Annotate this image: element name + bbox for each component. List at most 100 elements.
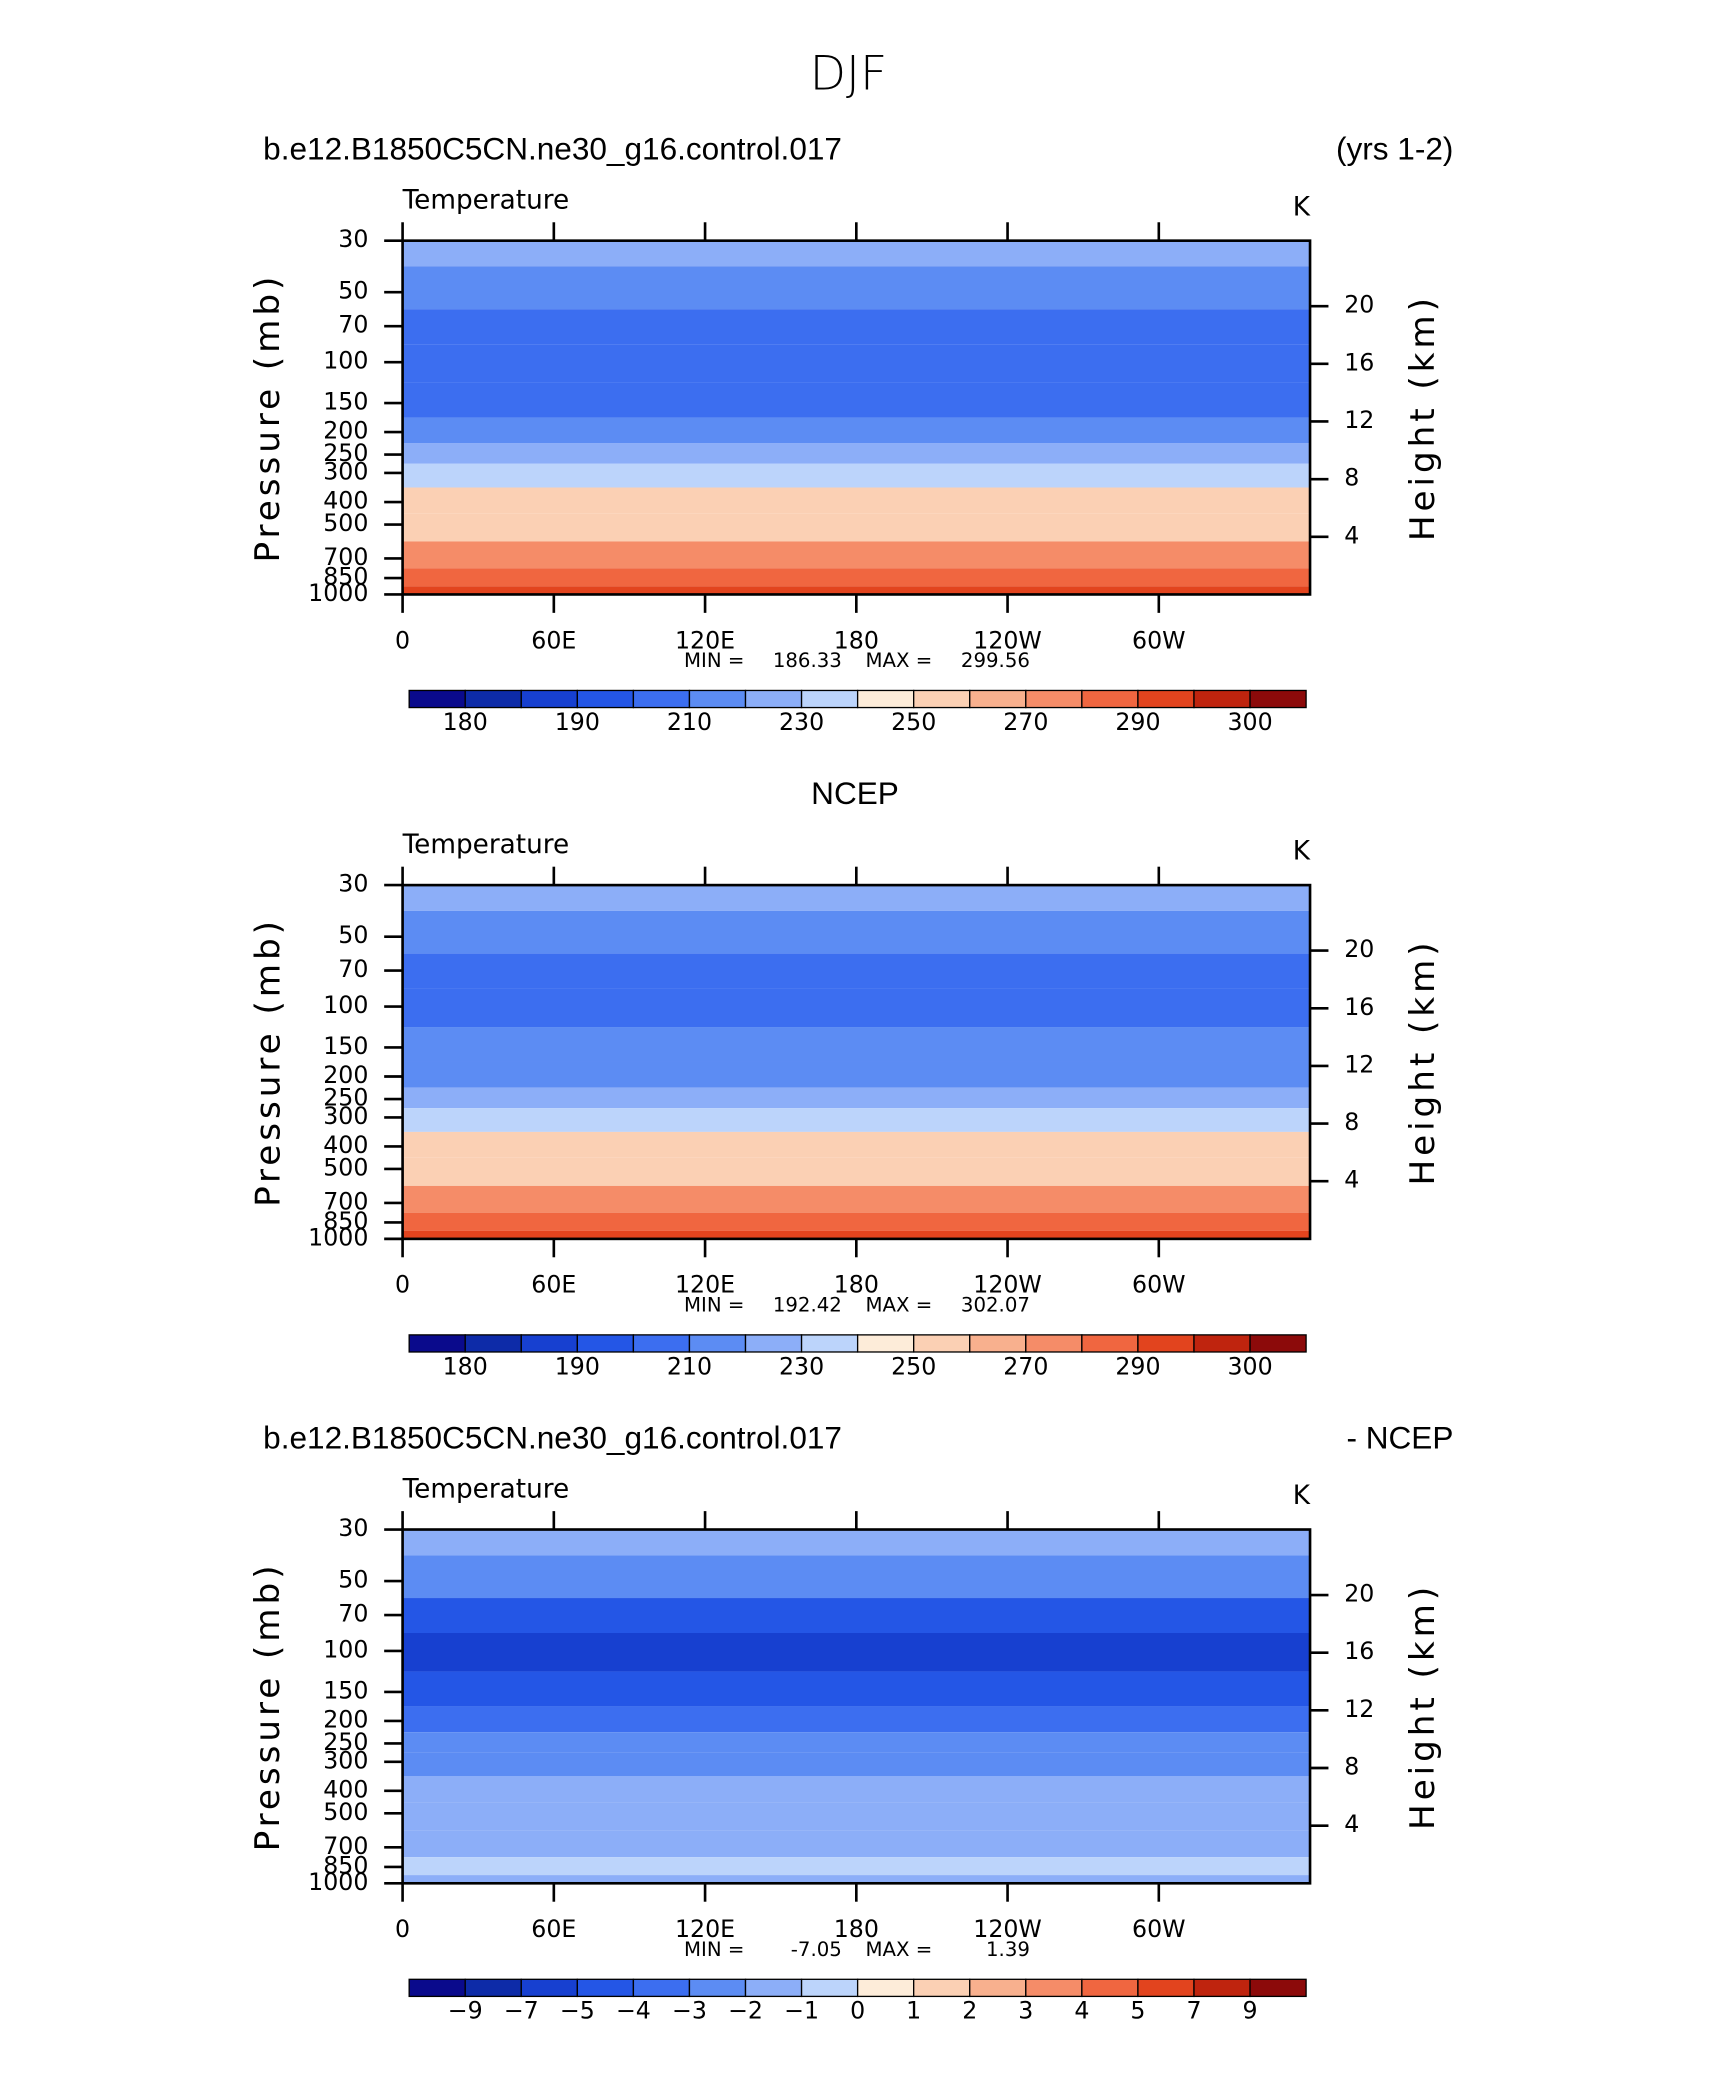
colorbar-box <box>1137 1978 1195 1998</box>
colorbar-tick-label: 1 <box>906 1997 921 2025</box>
contour-band <box>402 1087 1311 1109</box>
y-axis-label: Pressure (mb) <box>248 1562 288 1852</box>
colorbar-box <box>1249 1978 1307 1998</box>
colorbar-box <box>1193 689 1251 709</box>
y-tick-label: 250 <box>323 1084 368 1112</box>
y2-tick-label: 16 <box>1344 348 1374 376</box>
colorbar-tick-label: 0 <box>850 1997 865 2025</box>
y-tick-label: 1000 <box>308 579 368 607</box>
max-label: MAX = <box>866 1938 933 1961</box>
contour-band <box>402 1027 1311 1062</box>
panel-title: b.e12.B1850C5CN.ne30_g16.control.017 <box>263 1419 842 1455</box>
min-label: MIN = <box>684 649 744 672</box>
y-tick-label: 50 <box>338 921 368 949</box>
y-tick-label: 850 <box>323 1851 368 1879</box>
colorbar-box <box>464 1334 522 1353</box>
y-tick-label: 70 <box>338 311 368 339</box>
y-tick-label: 100 <box>323 1635 368 1663</box>
x-tick-label: 180 <box>834 1271 879 1299</box>
y-tick-label: 100 <box>323 991 368 1019</box>
x-tick-label: 0 <box>395 1915 410 1943</box>
y-tick-label: 200 <box>323 417 368 445</box>
colorbar-tick-label: 7 <box>1186 1997 1201 2025</box>
panel-title-right: (yrs 1-2) <box>1336 131 1453 167</box>
units: K <box>1293 1481 1311 1511</box>
colorbar-box <box>969 1978 1027 1998</box>
colorbar-box <box>744 1978 803 1998</box>
colorbar-tick-label: −3 <box>672 1997 707 2025</box>
y2-tick-label: 20 <box>1344 935 1374 963</box>
contour-band <box>402 1830 1311 1858</box>
y-tick-label: 70 <box>338 1600 368 1628</box>
x-tick-label: 60W <box>1132 626 1186 654</box>
colorbar-box <box>520 1334 578 1353</box>
colorbar-box <box>1081 1978 1139 1998</box>
x-tick-label: 180 <box>834 1915 879 1943</box>
y2-tick-label: 8 <box>1344 464 1359 492</box>
y-tick-label: 400 <box>323 1131 368 1159</box>
colorbar-tick-label: 190 <box>555 1352 600 1380</box>
y-tick-label: 30 <box>338 225 368 253</box>
contour-band <box>402 1633 1311 1672</box>
contour-band <box>402 443 1311 464</box>
colorbar-box <box>408 689 466 709</box>
y2-tick-label: 12 <box>1344 406 1374 434</box>
y-tick-label: 1000 <box>308 1223 368 1251</box>
y-tick-label: 150 <box>323 388 368 416</box>
colorbar-box <box>1025 689 1083 709</box>
colorbar-box <box>800 1334 859 1353</box>
colorbar-tick-label: −1 <box>784 1997 819 2025</box>
min-value: 186.33 <box>773 649 842 672</box>
colorbar-box <box>520 689 578 709</box>
y-tick-label: 200 <box>323 1705 368 1733</box>
colorbar-box <box>632 1978 691 1998</box>
colorbar-box <box>856 1978 915 1998</box>
y-axis-label: Pressure (mb) <box>248 273 288 563</box>
colorbar-box <box>632 1334 691 1353</box>
y-tick-label: 850 <box>323 563 368 591</box>
contour-band <box>402 266 1311 310</box>
y-tick-label: 500 <box>323 1798 368 1826</box>
colorbar-tick-label: 230 <box>779 708 824 736</box>
units: K <box>1293 192 1311 222</box>
colorbar-tick-label: −2 <box>728 1997 763 2025</box>
contour-band <box>402 910 1311 954</box>
contour-band <box>402 1212 1311 1231</box>
contour-band <box>402 1706 1311 1733</box>
units: K <box>1293 837 1311 867</box>
colorbar-tick-label: 4 <box>1074 1997 1089 2025</box>
max-value: 299.56 <box>961 649 1030 672</box>
contour-band <box>402 988 1311 1028</box>
colorbar-box <box>856 689 915 709</box>
y-tick-label: 150 <box>323 1676 368 1704</box>
y-tick-label: 500 <box>323 1153 368 1181</box>
y-axis-label: Pressure (mb) <box>248 917 288 1207</box>
colorbar-box <box>1249 689 1307 709</box>
colorbar-box <box>576 1334 635 1353</box>
y-tick-label: 250 <box>323 1728 368 1756</box>
colorbar-tick-label: −9 <box>448 1997 483 2025</box>
colorbar-box <box>408 1334 466 1353</box>
x-tick-label: 120W <box>973 626 1042 654</box>
y-tick-label: 70 <box>338 955 368 983</box>
colorbar-box <box>744 689 803 709</box>
contour-band <box>402 240 1311 267</box>
y-tick-label: 400 <box>323 1775 368 1803</box>
y2-tick-label: 8 <box>1344 1752 1359 1780</box>
contour-band <box>402 309 1311 345</box>
y2-tick-label: 12 <box>1344 1695 1374 1723</box>
y2-tick-label: 8 <box>1344 1108 1359 1136</box>
contour-band <box>402 417 1311 444</box>
contour-band <box>402 1776 1311 1803</box>
subtitle: Temperature <box>402 830 570 860</box>
colorbar-tick-label: 180 <box>443 708 488 736</box>
y-tick-label: 700 <box>323 1187 368 1215</box>
colorbar-tick-label: 250 <box>891 708 936 736</box>
colorbar-box <box>688 1334 747 1353</box>
contour-band <box>402 1529 1311 1556</box>
contour-band <box>402 885 1311 911</box>
colorbar-box <box>1081 1334 1139 1353</box>
figure-title: DJF <box>810 46 888 101</box>
max-label: MAX = <box>866 1293 933 1316</box>
y-tick-label: 200 <box>323 1061 368 1089</box>
